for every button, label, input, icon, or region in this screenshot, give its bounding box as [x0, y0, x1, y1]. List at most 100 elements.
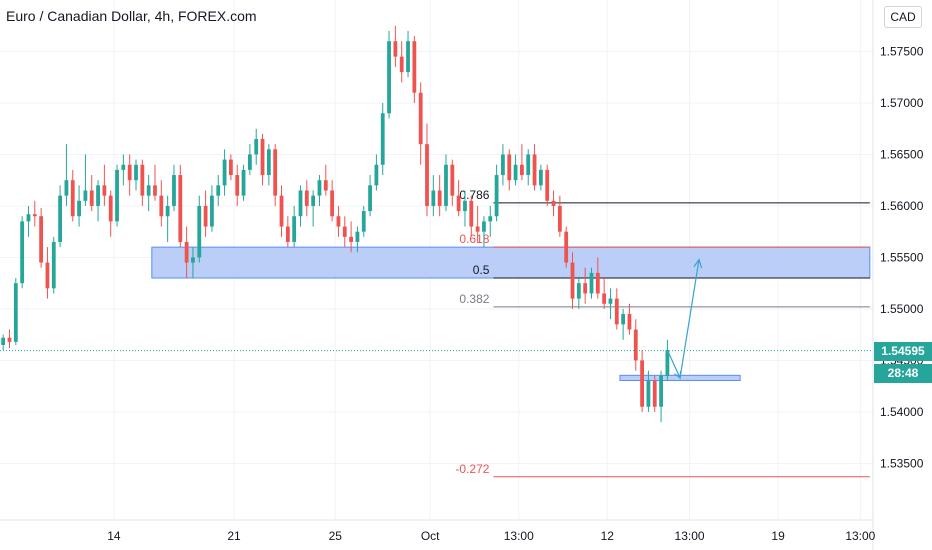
candle-body	[323, 180, 328, 191]
candle-body	[197, 205, 202, 258]
candle-body	[26, 214, 31, 222]
time-tick-label: 25	[329, 529, 343, 543]
candle-body	[235, 175, 240, 196]
candle-body	[247, 154, 252, 170]
candle-body	[20, 221, 25, 284]
candle-body	[399, 56, 404, 73]
candle-body	[140, 164, 145, 196]
candle-body	[241, 169, 246, 196]
candle-body	[621, 314, 626, 325]
candle-body	[292, 216, 297, 242]
candle-body	[557, 205, 562, 232]
candle-body	[89, 190, 94, 206]
candle-body	[640, 360, 644, 407]
candle-body	[146, 185, 151, 196]
candle-body	[134, 164, 138, 181]
candle-body	[361, 211, 366, 232]
price-axis[interactable]: 1.535001.540001.545001.550001.555001.560…	[872, 0, 924, 550]
candle-body	[633, 329, 638, 361]
candle-body	[96, 185, 100, 206]
candle-body	[652, 380, 657, 407]
candle-body	[77, 200, 81, 217]
candle-body	[311, 195, 316, 206]
candle-body	[304, 190, 309, 206]
fib-level-label: 0.382	[459, 292, 489, 306]
candle-body	[273, 149, 278, 196]
candle-body	[387, 41, 391, 114]
candle-body	[159, 195, 164, 217]
candle-body	[178, 175, 183, 242]
candle-body	[203, 205, 208, 227]
time-tick-label: 12	[601, 529, 615, 543]
candle-body	[254, 139, 259, 155]
candle-body	[431, 190, 436, 206]
candle-body	[184, 241, 189, 263]
candle-body	[216, 185, 221, 196]
candle-body	[127, 164, 132, 181]
price-tick-label: 1.57500	[880, 44, 924, 58]
currency-selector[interactable]: CAD	[884, 6, 922, 28]
price-tick-label: 1.55000	[880, 302, 924, 316]
fib-level-label: 0.5	[473, 263, 490, 277]
time-axis[interactable]: 14 21 25 Oct 13:00 12 13:00 19 13:00	[0, 519, 876, 543]
candle-body	[115, 169, 119, 222]
candle-body	[513, 164, 518, 181]
projection-midpoint-arrowhead	[674, 370, 682, 380]
zone-rectangle	[151, 246, 871, 279]
candle-body	[298, 190, 303, 217]
candle-body	[317, 180, 322, 196]
candle-body	[279, 195, 284, 227]
candle-body	[532, 154, 537, 186]
price-tick-label: 1.53500	[880, 456, 924, 470]
candle-body	[614, 298, 619, 325]
candle-body	[501, 154, 505, 176]
candle-body	[406, 41, 410, 73]
time-tick-label: 19	[771, 529, 785, 543]
time-tick-label: 13:00	[675, 529, 705, 543]
candle-body	[32, 214, 37, 217]
price-tick-label: 1.55500	[880, 250, 924, 264]
projection-arrowhead	[693, 258, 703, 269]
candle-body	[570, 262, 575, 299]
candle-body	[482, 221, 486, 232]
candle-body	[51, 241, 56, 289]
fib-level-label: 0.618	[459, 232, 489, 246]
candle-body	[507, 154, 512, 181]
candle-body	[437, 190, 442, 206]
candle-body	[285, 226, 290, 242]
candle-body	[608, 298, 613, 304]
candle-body	[70, 180, 75, 217]
candle-body	[583, 283, 588, 294]
candle-body	[412, 41, 417, 93]
candle-body	[463, 200, 467, 212]
candle-body	[260, 139, 265, 176]
projection-arrow	[666, 258, 703, 380]
candle-body	[191, 257, 195, 263]
candle-body	[349, 236, 353, 242]
candle-body	[45, 262, 50, 289]
candle-body	[172, 175, 176, 206]
last-price-badge: 1.54595	[874, 342, 932, 361]
candle-body	[374, 164, 379, 186]
candle-body	[393, 41, 398, 57]
candle-body	[564, 231, 569, 263]
candle-body	[425, 144, 429, 206]
candle-body	[58, 195, 62, 242]
candle-body	[659, 375, 663, 407]
candle-body	[595, 272, 600, 294]
time-tick-label: 13:00	[504, 529, 534, 543]
candle-body	[450, 164, 455, 196]
candle-body	[456, 195, 461, 212]
candle-body	[330, 190, 335, 217]
candle-body	[1, 337, 6, 345]
candle-body	[418, 92, 423, 145]
candle-body	[83, 190, 88, 201]
candle-body	[355, 231, 360, 242]
time-tick-label: 13:00	[845, 529, 875, 543]
fibonacci-levels: 0.786 0.618 0.5 0.382 -0.272	[455, 188, 870, 478]
candle-body	[102, 185, 107, 196]
candle-body	[589, 272, 594, 294]
candle-body	[538, 169, 543, 186]
candle-body	[266, 149, 271, 176]
